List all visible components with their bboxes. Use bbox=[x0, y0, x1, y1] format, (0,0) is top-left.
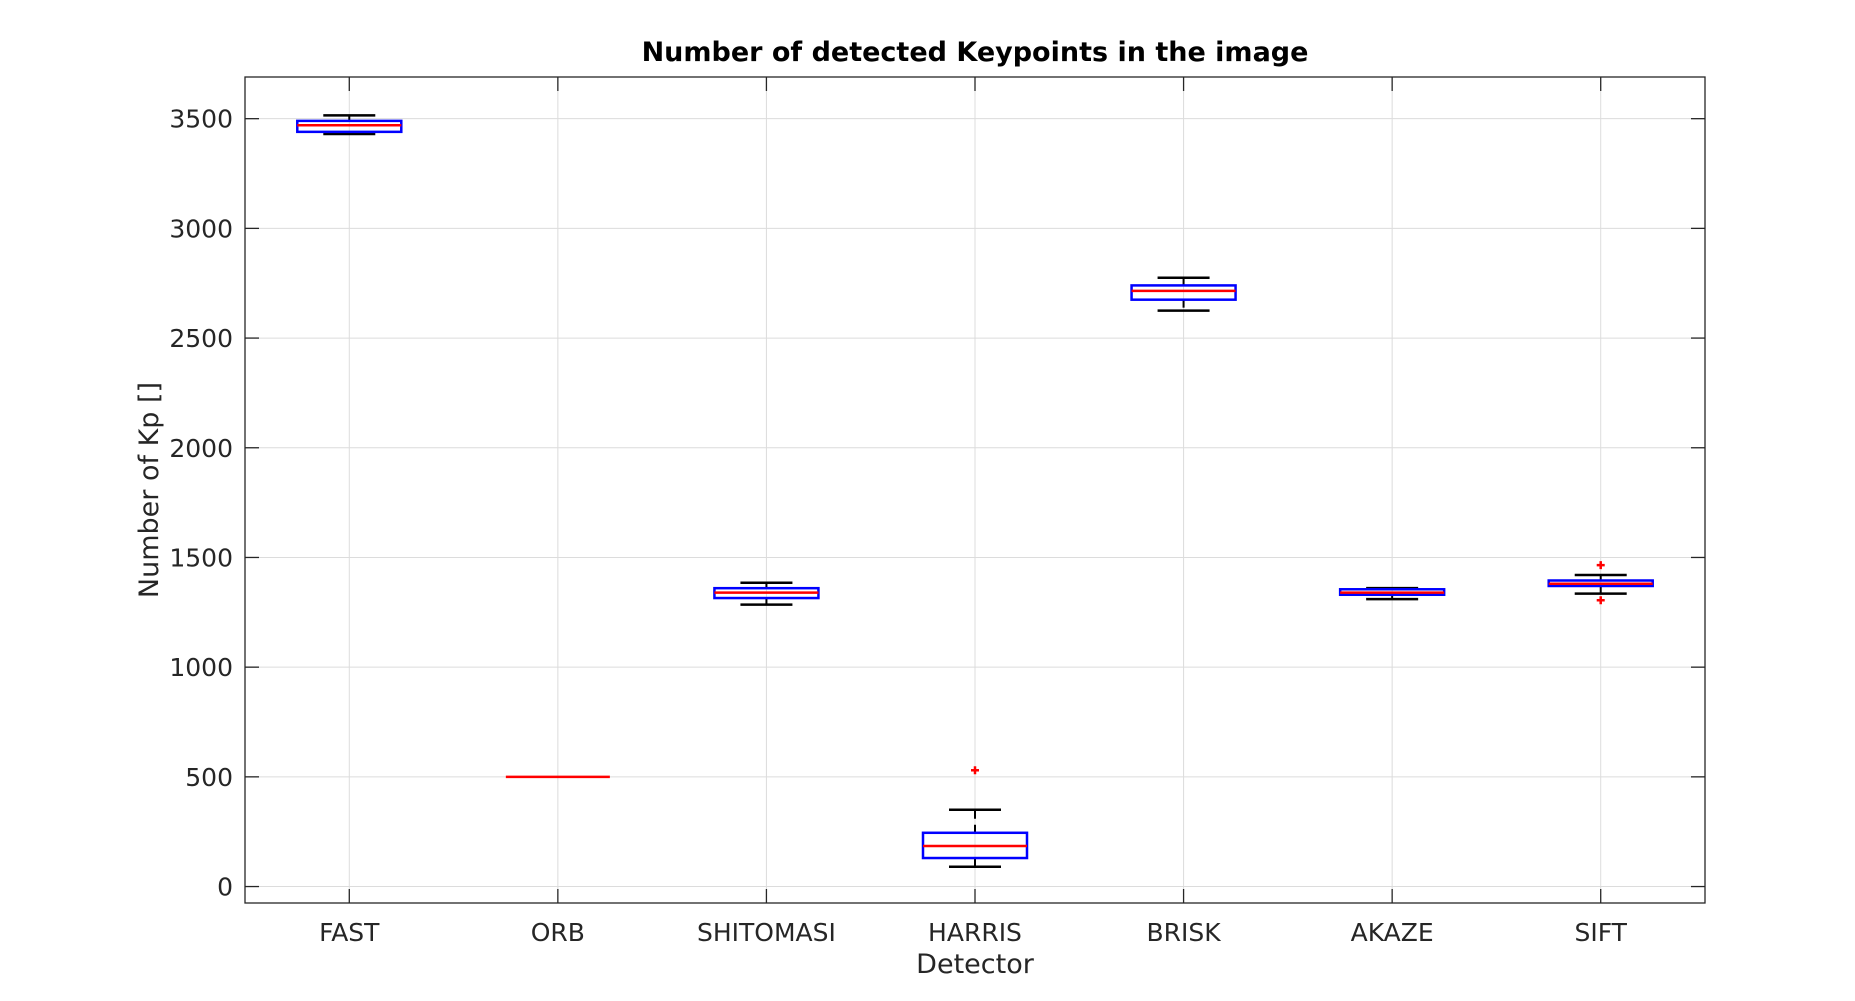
outlier-marker bbox=[971, 766, 979, 775]
chart-title: Number of detected Keypoints in the imag… bbox=[642, 37, 1309, 68]
grid-lines bbox=[245, 77, 1705, 903]
outlier-marker bbox=[1596, 561, 1605, 570]
x-tick-label: SHITOMASI bbox=[697, 918, 836, 947]
x-tick-label: FAST bbox=[319, 918, 380, 947]
y-tick-label: 0 bbox=[217, 873, 233, 902]
box-sift bbox=[1547, 561, 1654, 605]
boxes bbox=[296, 114, 1654, 869]
y-tick-label: 1500 bbox=[169, 543, 233, 572]
y-tick-label: 3500 bbox=[169, 105, 233, 134]
box-akaze bbox=[1338, 586, 1446, 601]
x-tick-label: ORB bbox=[531, 918, 585, 947]
y-tick-label: 1000 bbox=[169, 653, 233, 682]
y-tick-label: 2000 bbox=[169, 434, 233, 463]
box-shitomasi bbox=[713, 581, 820, 606]
y-tick-label: 3000 bbox=[169, 214, 233, 243]
outlier-marker bbox=[1596, 596, 1605, 605]
box-iqr bbox=[1130, 284, 1237, 301]
x-tick-label: SIFT bbox=[1574, 918, 1627, 947]
y-axis-label: Number of Kp [] bbox=[134, 382, 165, 598]
box-brisk bbox=[1130, 276, 1237, 312]
x-tick-label: HARRIS bbox=[928, 918, 1022, 947]
x-tick-label: AKAZE bbox=[1351, 918, 1434, 947]
box-harris bbox=[921, 766, 1029, 869]
tick-labels: 0 500 1000 1500 2000 2500 3000 3500 FAST ORB SHITO… bbox=[169, 105, 1627, 947]
y-tick-label: 2500 bbox=[169, 324, 233, 353]
x-tick-label: BRISK bbox=[1146, 918, 1221, 947]
plot-frame bbox=[244, 76, 1706, 904]
y-tick-label: 500 bbox=[185, 763, 233, 792]
box-fast bbox=[296, 114, 403, 136]
axis-ticks bbox=[245, 77, 1705, 903]
x-axis-label: Detector bbox=[916, 949, 1035, 980]
